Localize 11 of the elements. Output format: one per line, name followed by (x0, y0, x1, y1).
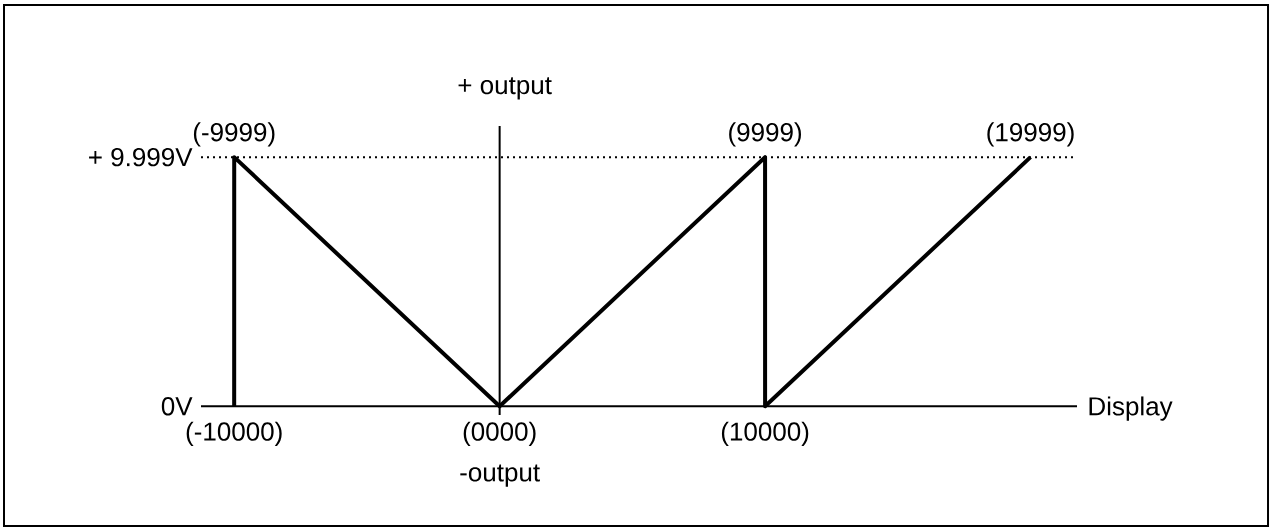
x-tick-label: (10000) (721, 421, 809, 446)
y-tick-label: + 9.999V (89, 147, 193, 167)
x-tick-label: (-10000) (186, 421, 282, 446)
text: -output (460, 464, 540, 487)
x-tick-label: (0000) (463, 421, 536, 446)
annotation: (9999) (729, 122, 801, 147)
x-axis-title: Display (1089, 396, 1173, 421)
y-axis-title: + output (458, 77, 552, 100)
annotation: (-9999) (193, 122, 275, 147)
y-tick-label: 0V (161, 397, 193, 416)
annotation: (19999) (987, 122, 1074, 147)
